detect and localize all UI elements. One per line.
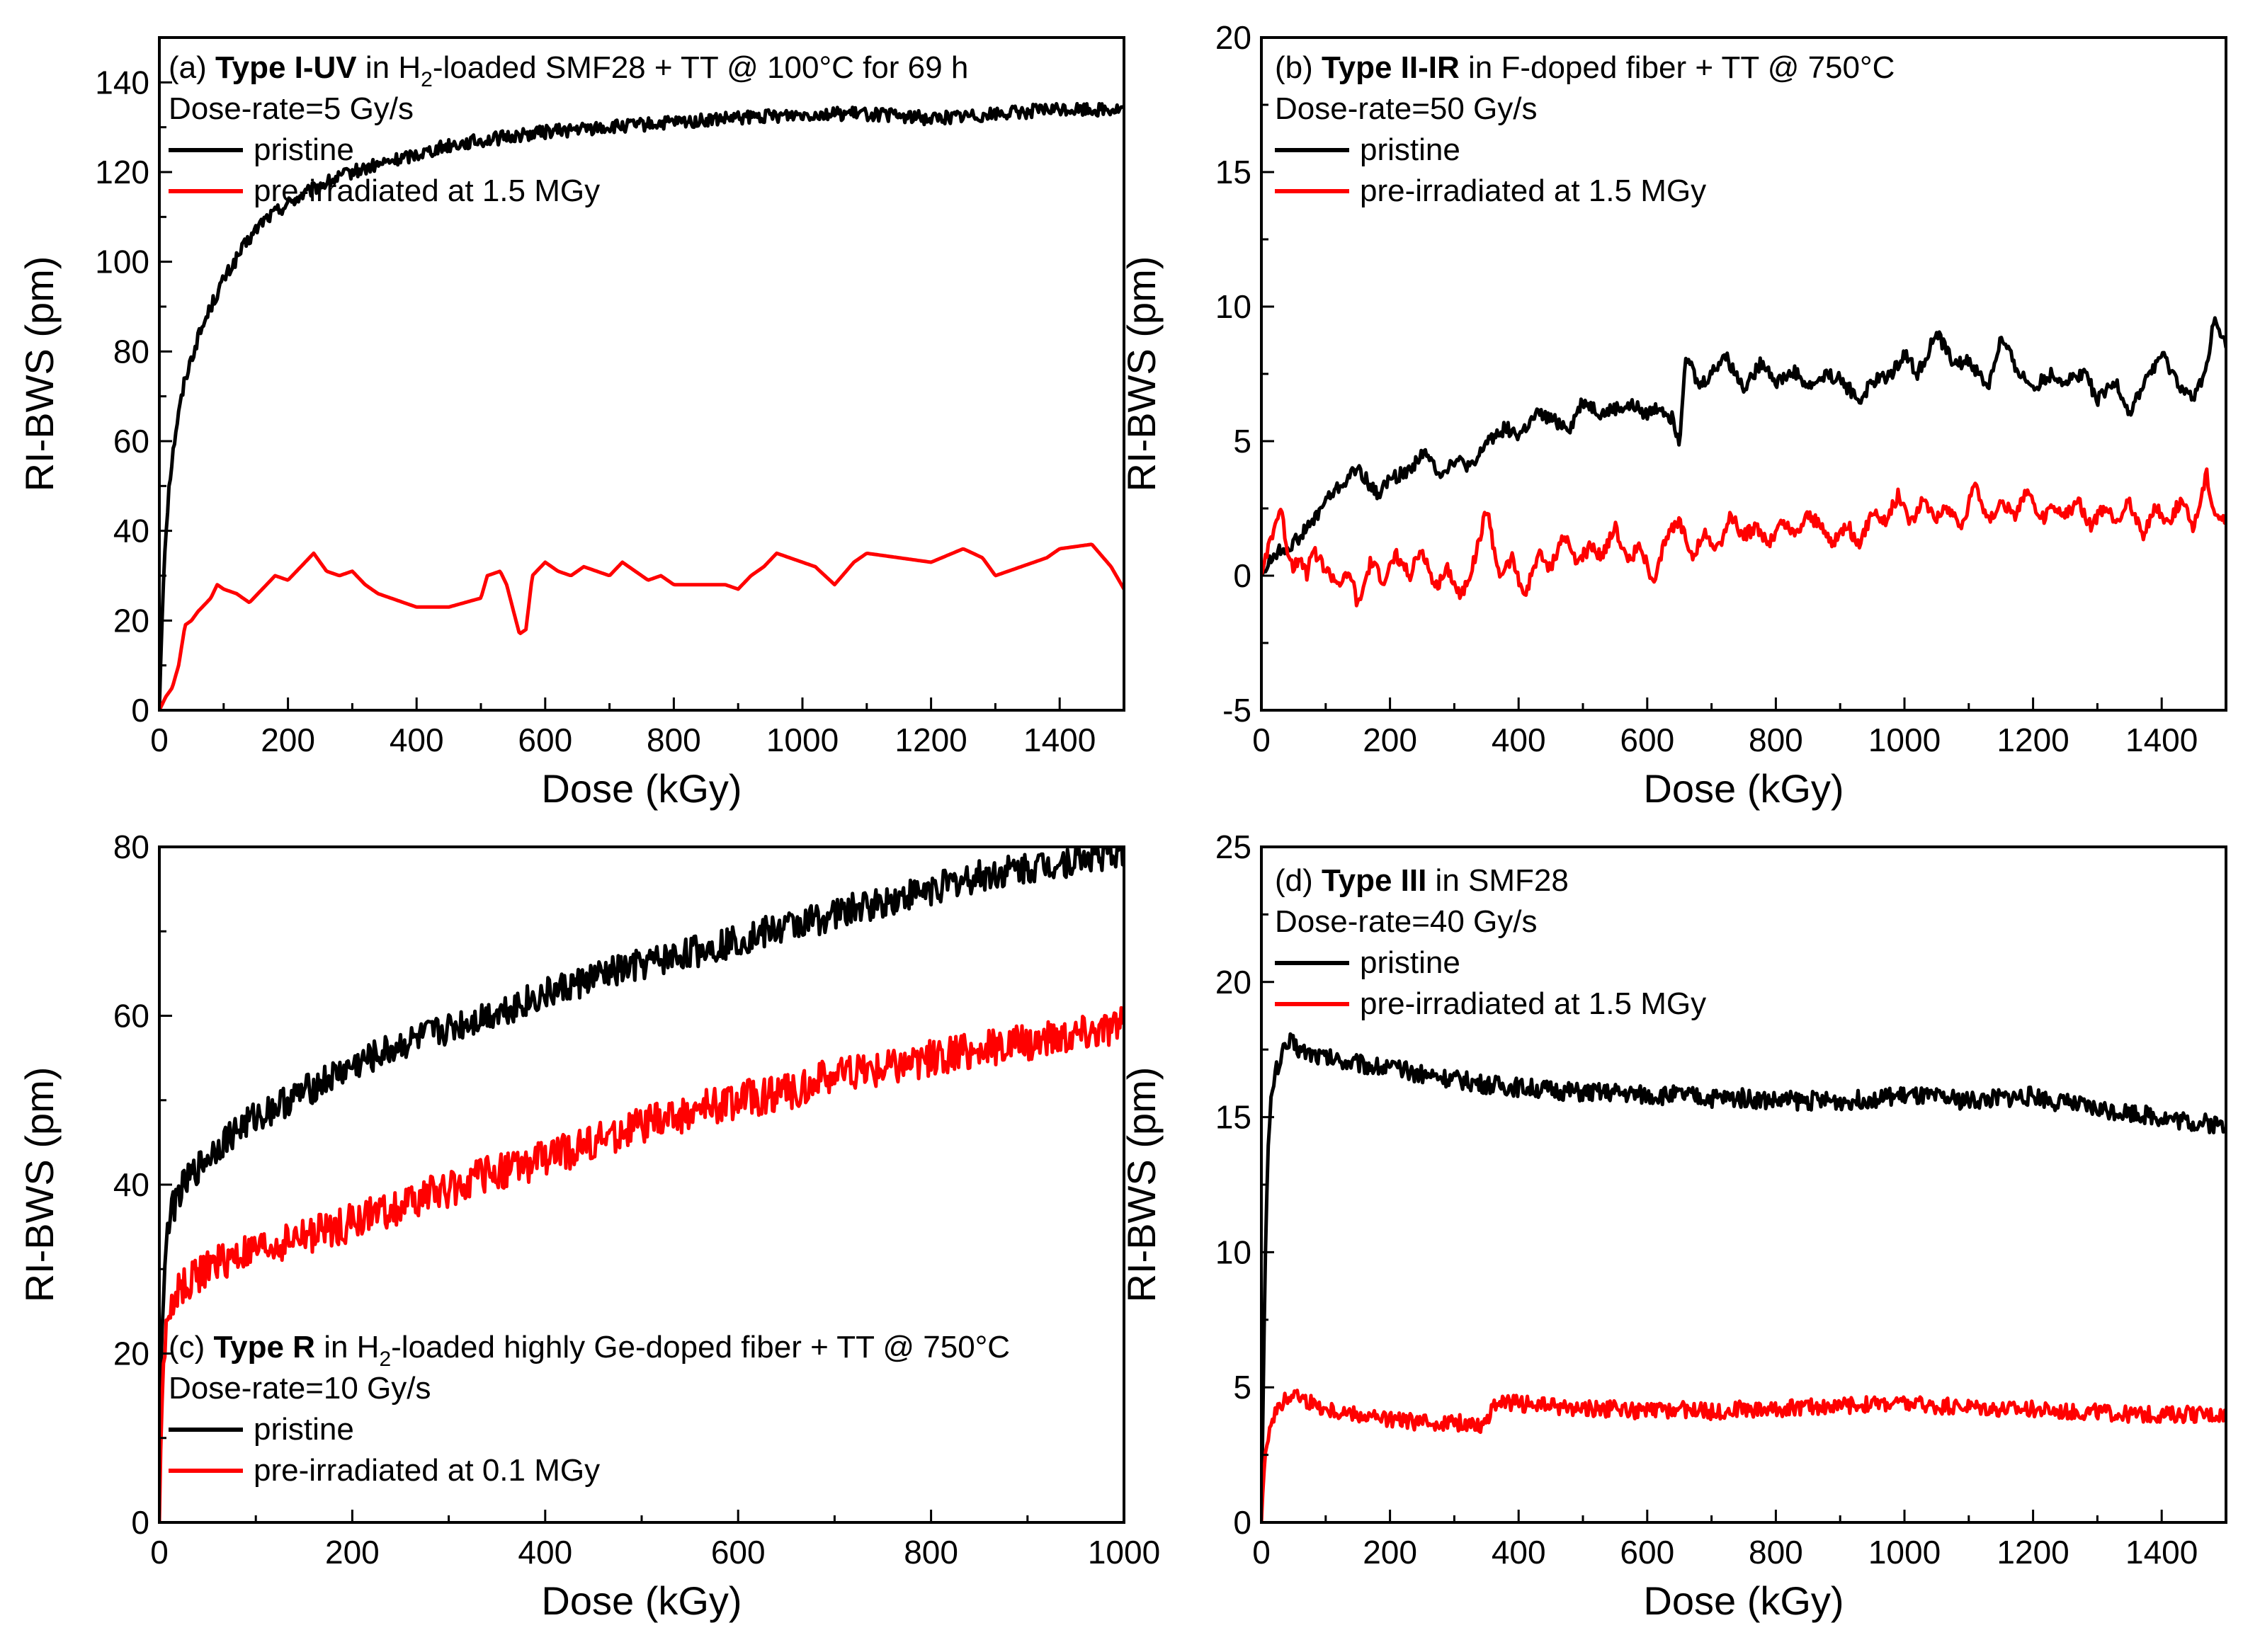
panel-b: 0 200 400 600 800 1000 1200 1400-505101520Dose … — [1119, 19, 2227, 811]
y-tick-label: 10 — [1215, 1234, 1251, 1270]
x-axis-label: Dose (kGy) — [1643, 766, 1844, 811]
x-tick-label: 1000 — [1868, 722, 1941, 758]
y-tick-label: 40 — [113, 513, 149, 549]
y-tick-label: 15 — [1215, 1099, 1251, 1136]
x-tick-label: 400 — [1492, 1534, 1546, 1571]
legend-entry: pristine — [1360, 945, 1460, 980]
x-axis-label: Dose (kGy) — [1643, 1578, 1844, 1623]
x-tick-label: 0 — [150, 722, 169, 758]
x-tick-label: 200 — [1363, 722, 1417, 758]
y-tick-label: 10 — [1215, 288, 1251, 325]
plot-frame — [158, 36, 1125, 712]
series-line-pre-irradiated — [1261, 1389, 2226, 1522]
x-tick-label: 200 — [261, 722, 315, 758]
y-tick-label: 0 — [131, 1504, 149, 1541]
y-tick-label: -5 — [1222, 692, 1251, 729]
x-axis-label: Dose (kGy) — [541, 766, 742, 811]
x-tick-label: 600 — [1620, 1534, 1674, 1571]
y-tick-label: 100 — [95, 244, 149, 280]
series-line-pristine — [159, 102, 1124, 710]
series-line-pre-irradiated — [159, 1006, 1124, 1522]
y-tick-label: 5 — [1233, 423, 1251, 460]
x-tick-label: 1000 — [1868, 1534, 1941, 1571]
y-tick-label: 20 — [1215, 19, 1251, 56]
x-tick-label: 400 — [1492, 722, 1546, 758]
series-line-pre-irradiated — [1261, 467, 2226, 608]
x-tick-label: 600 — [1620, 722, 1674, 758]
x-tick-label: 400 — [518, 1534, 572, 1571]
x-axis-label: Dose (kGy) — [541, 1578, 742, 1623]
y-tick-label: 140 — [95, 64, 149, 101]
panel-d: 0 200 400 600 800 1000 1200 1400 0 5 10 15 20 25 Dose … — [1119, 828, 2227, 1623]
y-tick-label: 80 — [113, 333, 149, 370]
panel-a: 0 200 400 600 800 1000 1200 1400 0 20 40 60 80 100 120… — [17, 36, 1125, 811]
x-tick-label: 600 — [518, 722, 572, 758]
series-line-pre-irradiated — [159, 542, 1124, 710]
y-tick-label: 5 — [1233, 1369, 1251, 1406]
x-tick-label: 800 — [647, 722, 701, 758]
y-axis-label: RI-BWS (pm) — [1119, 256, 1164, 492]
y-tick-label: 0 — [131, 692, 149, 729]
dose-rate-label: Dose-rate=5 Gy/s — [169, 91, 414, 126]
x-tick-label: 1200 — [1997, 722, 2069, 758]
panel-title: (d) Type III in SMF28 — [1275, 863, 1569, 898]
y-axis-label: RI-BWS (pm) — [1119, 1067, 1164, 1303]
y-tick-label: 0 — [1233, 557, 1251, 594]
legend-entry: pristine — [254, 132, 354, 167]
legend-entry: pristine — [1360, 132, 1460, 167]
panel-title: (b) Type II-IR in F-doped fiber + TT @ 7… — [1275, 50, 1895, 85]
y-tick-label: 120 — [95, 154, 149, 190]
series-line-pristine — [1261, 316, 2226, 577]
x-tick-label: 1200 — [1997, 1534, 2069, 1571]
x-tick-label: 400 — [390, 722, 444, 758]
panel-title: (a) Type I-UV in H2-loaded SMF28 + TT @ … — [169, 50, 968, 91]
legend-entry: pre-irradiated at 1.5 MGy — [1360, 173, 1706, 208]
y-tick-label: 80 — [113, 828, 149, 865]
y-tick-label: 0 — [1233, 1504, 1251, 1541]
x-tick-label: 0 — [150, 1534, 169, 1571]
panel-c: 0 200 400 600 800 1000 0 20 40 60 80 Dose (kGy) RI-B… — [17, 828, 1160, 1623]
dose-rate-label: Dose-rate=10 Gy/s — [169, 1371, 431, 1406]
x-tick-label: 200 — [325, 1534, 380, 1571]
x-tick-label: 0 — [1252, 722, 1271, 758]
x-tick-label: 1000 — [766, 722, 839, 758]
x-tick-label: 1000 — [1088, 1534, 1160, 1571]
x-tick-label: 1400 — [1023, 722, 1096, 758]
y-tick-label: 40 — [113, 1166, 149, 1203]
x-tick-label: 200 — [1363, 1534, 1417, 1571]
y-tick-label: 20 — [1215, 964, 1251, 1001]
dose-rate-label: Dose-rate=50 Gy/s — [1275, 91, 1538, 126]
panel-title: (c) Type R in H2-loaded highly Ge-doped … — [169, 1330, 1010, 1371]
x-tick-label: 1400 — [2125, 722, 2198, 758]
legend-entry: pre-irradiated at 1.5 MGy — [1360, 986, 1706, 1021]
series-line-pristine — [1261, 1032, 2226, 1522]
y-tick-label: 60 — [113, 423, 149, 460]
x-tick-label: 1400 — [2125, 1534, 2198, 1571]
legend-entry: pre-irradiated at 1.5 MGy — [254, 173, 600, 208]
x-tick-label: 800 — [1749, 1534, 1803, 1571]
y-axis-label: RI-BWS (pm) — [17, 256, 62, 492]
x-tick-label: 800 — [1749, 722, 1803, 758]
legend-entry: pre-irradiated at 0.1 MGy — [254, 1453, 600, 1488]
legend-entry: pristine — [254, 1412, 354, 1447]
dose-rate-label: Dose-rate=40 Gy/s — [1275, 904, 1538, 939]
x-tick-label: 600 — [711, 1534, 766, 1571]
x-tick-label: 1200 — [895, 722, 967, 758]
y-axis-label: RI-BWS (pm) — [17, 1067, 62, 1303]
y-tick-label: 60 — [113, 998, 149, 1035]
y-tick-label: 20 — [113, 602, 149, 639]
y-tick-label: 25 — [1215, 828, 1251, 865]
y-tick-label: 20 — [113, 1335, 149, 1372]
x-tick-label: 800 — [904, 1534, 958, 1571]
y-tick-label: 15 — [1215, 154, 1251, 190]
series-line-pristine — [159, 847, 1124, 1438]
x-tick-label: 0 — [1252, 1534, 1271, 1571]
